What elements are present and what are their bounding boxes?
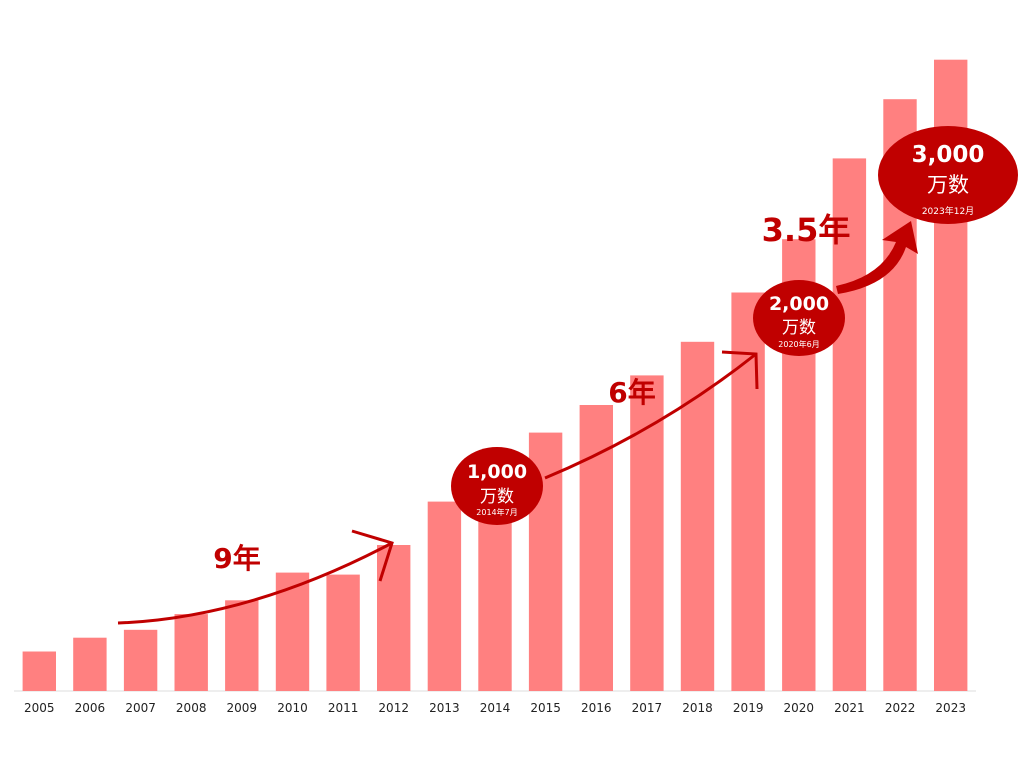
bar-2005 <box>22 651 57 691</box>
bar-2006 <box>73 637 107 691</box>
svg-text:2,000: 2,000 <box>769 293 829 315</box>
bars-group <box>22 59 968 691</box>
milestone-badge-1000: 1,000 万数 2014年7月 <box>451 447 543 525</box>
x-tick-2016: 2016 <box>581 701 612 715</box>
x-tick-2014: 2014 <box>480 701 511 715</box>
bar-2013 <box>427 501 462 691</box>
x-tick-2019: 2019 <box>733 701 764 715</box>
bar-2008 <box>174 614 208 691</box>
svg-text:3,000: 3,000 <box>912 142 985 168</box>
x-tick-labels: 2005 2006 2007 2008 2009 2010 2011 2012 2013 2014… <box>24 701 966 715</box>
svg-text:2014年7月: 2014年7月 <box>476 507 517 517</box>
bar-2016 <box>579 405 613 691</box>
arrowhead-9-years <box>351 529 394 582</box>
arrow-9-years <box>117 541 393 625</box>
x-tick-2007: 2007 <box>125 701 156 715</box>
svg-text:1,000: 1,000 <box>467 461 527 483</box>
x-tick-2013: 2013 <box>429 701 460 715</box>
svg-text:万数: 万数 <box>927 173 969 197</box>
arrowhead-6-years <box>721 350 759 390</box>
bar-2009 <box>225 600 259 691</box>
span-label-6-years: 6年 <box>608 376 655 409</box>
x-tick-2011: 2011 <box>328 701 359 715</box>
svg-text:2020年6月: 2020年6月 <box>778 339 819 349</box>
x-tick-2009: 2009 <box>227 701 258 715</box>
bar-2012 <box>377 545 411 691</box>
bar-2021 <box>832 158 867 691</box>
arrow-6-years <box>544 352 757 480</box>
x-tick-2006: 2006 <box>75 701 106 715</box>
x-tick-2005: 2005 <box>24 701 55 715</box>
bar-2011 <box>326 574 360 691</box>
svg-text:万数: 万数 <box>480 487 514 507</box>
x-tick-2008: 2008 <box>176 701 207 715</box>
x-tick-2012: 2012 <box>378 701 409 715</box>
milestone-badge-2000: 2,000 万数 2020年6月 <box>753 280 845 356</box>
x-tick-2015: 2015 <box>530 701 561 715</box>
milestone-badge-3000: 3,000 万数 2023年12月 <box>878 126 1018 224</box>
bar-2018 <box>680 341 715 691</box>
x-tick-2021: 2021 <box>834 701 865 715</box>
x-tick-2023: 2023 <box>935 701 966 715</box>
x-tick-2010: 2010 <box>277 701 308 715</box>
x-tick-2017: 2017 <box>632 701 663 715</box>
arrow-3-5-years <box>836 221 918 294</box>
x-tick-2020: 2020 <box>784 701 815 715</box>
x-tick-2018: 2018 <box>682 701 713 715</box>
span-label-3-5-years: 3.5年 <box>762 211 851 249</box>
x-tick-2022: 2022 <box>885 701 916 715</box>
span-label-9-years: 9年 <box>213 542 260 575</box>
svg-text:万数: 万数 <box>782 318 816 338</box>
bar-2007 <box>123 629 158 691</box>
svg-text:2023年12月: 2023年12月 <box>922 205 974 217</box>
